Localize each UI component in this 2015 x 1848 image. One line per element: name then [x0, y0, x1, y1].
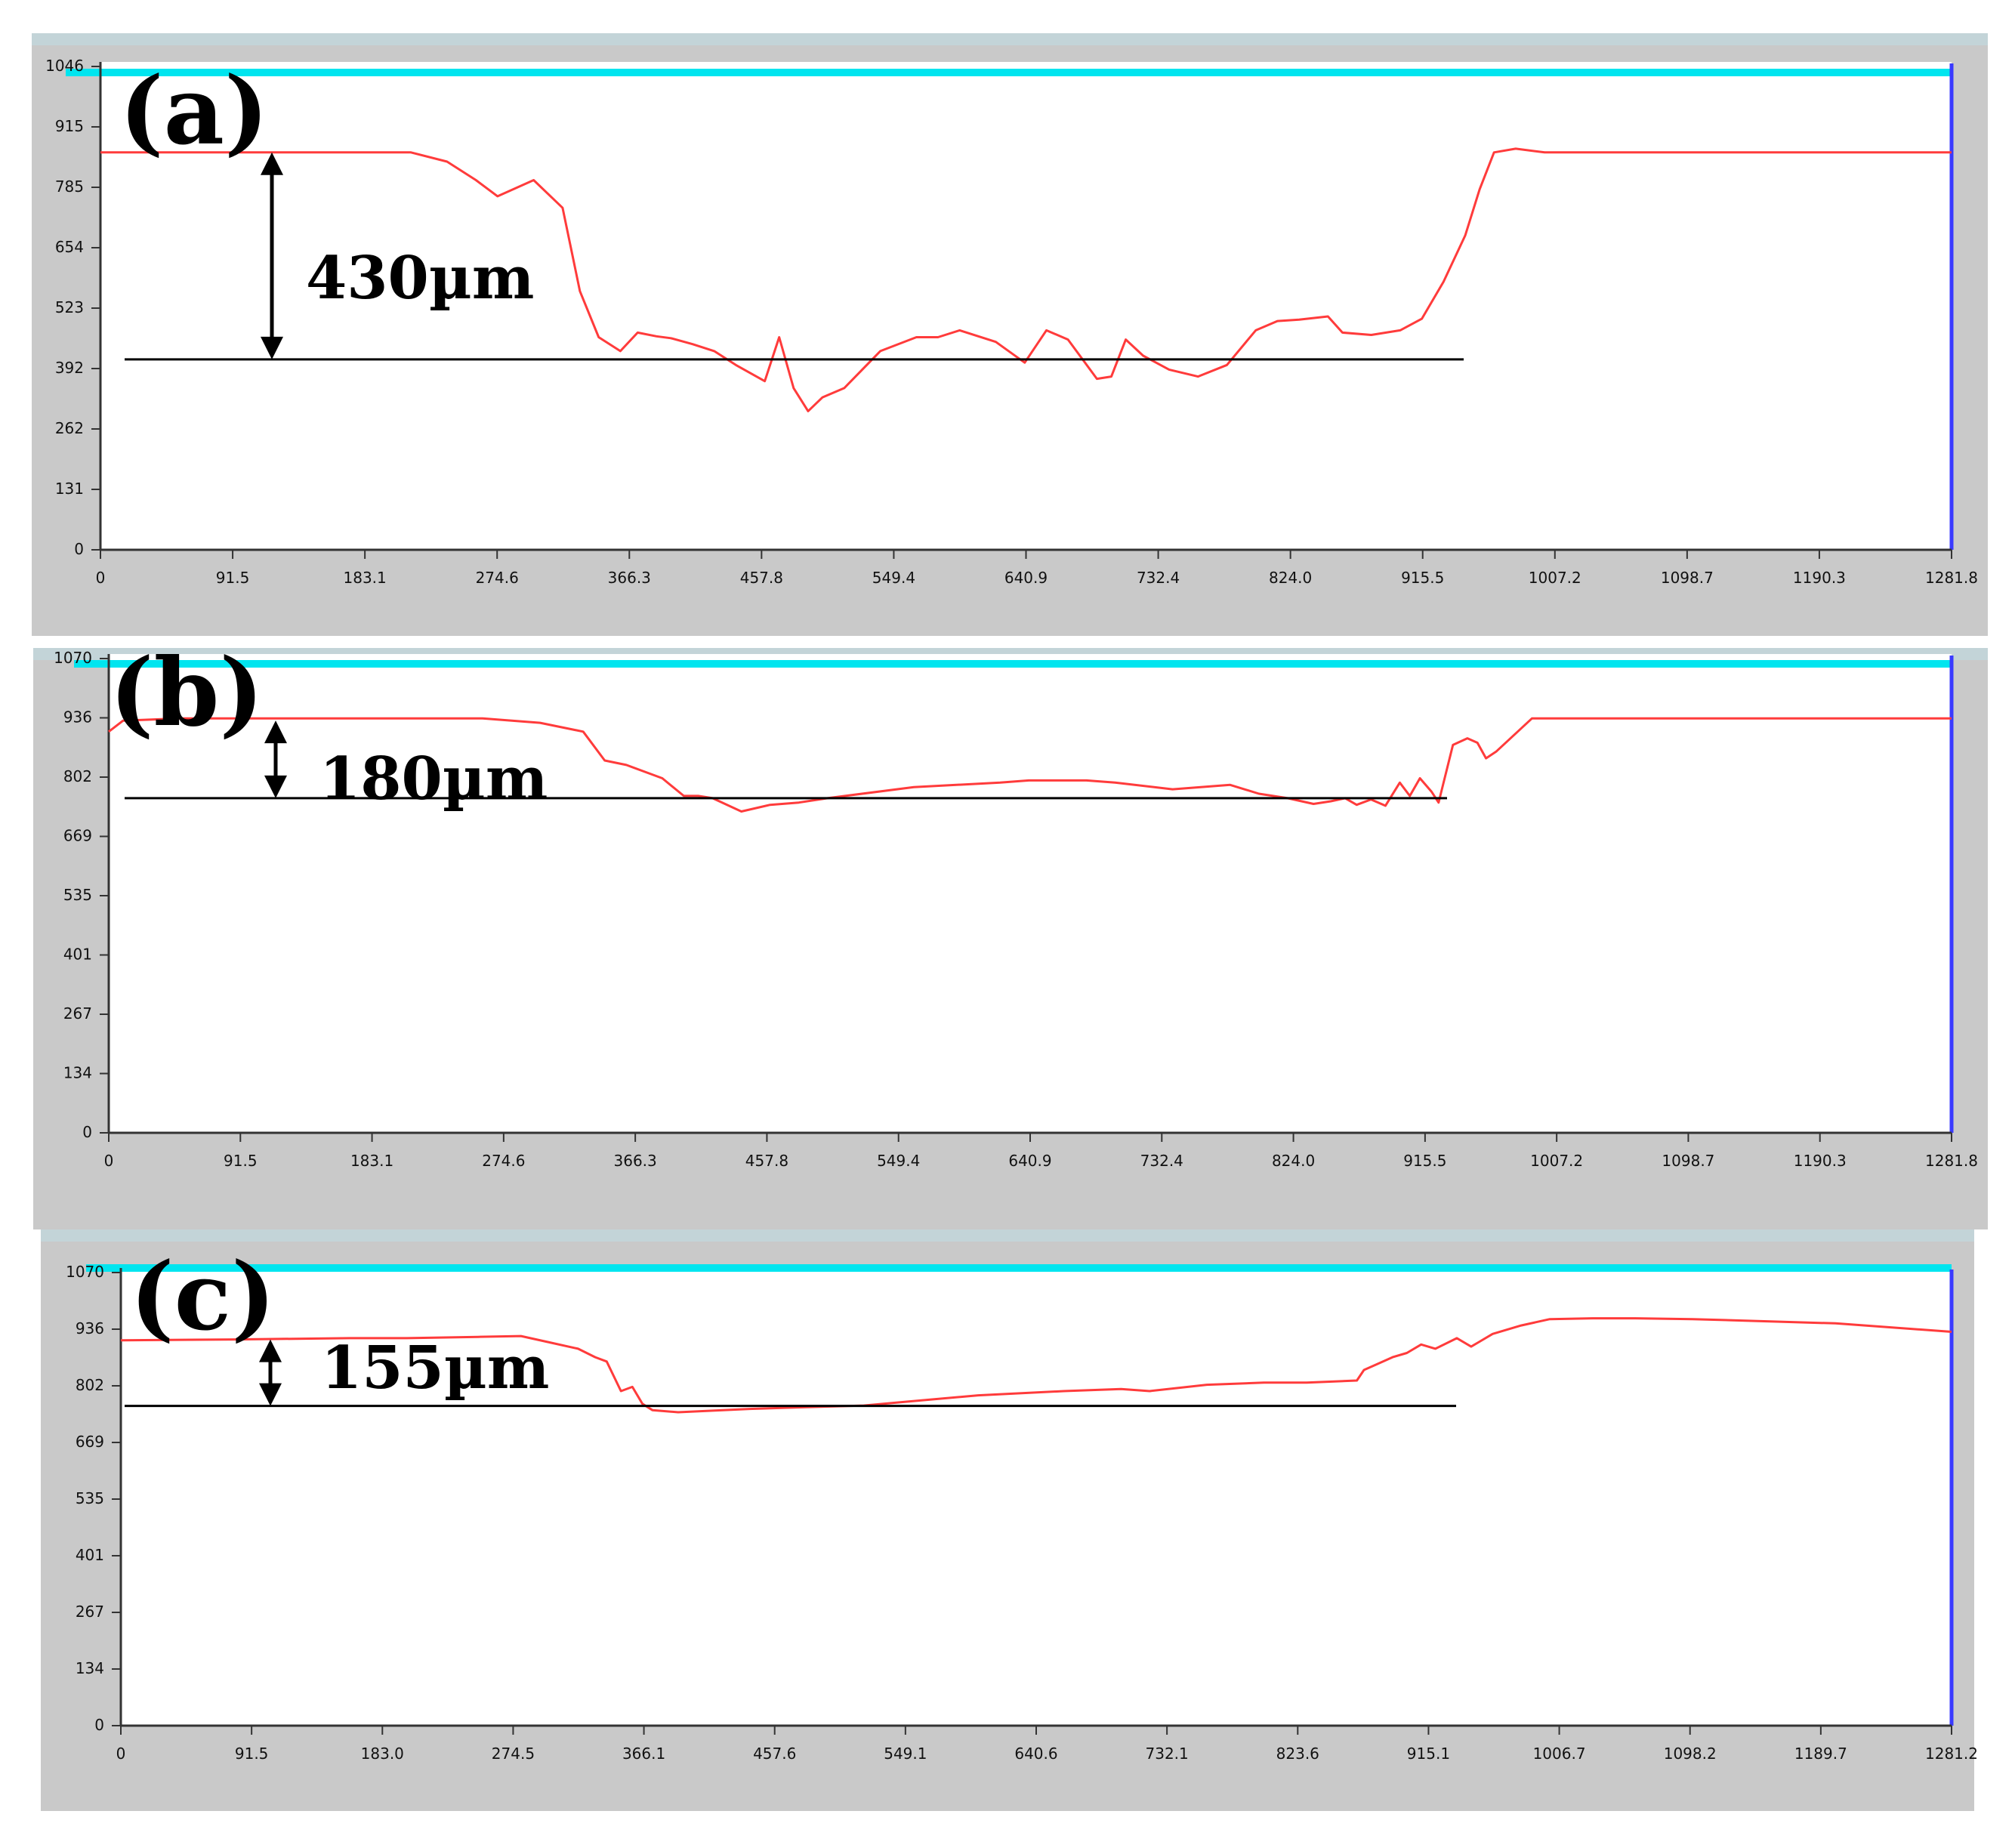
panel-a-x-tick-label: 549.4 — [872, 569, 915, 587]
panel-b-y-tick-label: 936 — [63, 708, 92, 727]
panel-c-label: (c) — [130, 1242, 276, 1352]
panel-a-x-tick-label: 91.5 — [216, 569, 250, 587]
panel-b-y-tick-label: 802 — [63, 767, 92, 785]
panel-a-x-tick-label: 824.0 — [1269, 569, 1312, 587]
panel-c-x-tick-label: 732.1 — [1146, 1745, 1189, 1763]
panel-a-x-tick-label: 457.8 — [740, 569, 783, 587]
panel-c-x-tick-label: 457.6 — [753, 1745, 796, 1763]
panel-a-y-tick-label: 392 — [55, 359, 84, 377]
panel-c-x-tick-label: 274.5 — [492, 1745, 535, 1763]
panel-b-x-tick-label: 732.4 — [1140, 1152, 1183, 1170]
panel-b-depth-arrow-head-top — [264, 720, 287, 744]
panel-b-header-stripe — [74, 660, 1952, 668]
panel-c-depth-arrow-head-top — [259, 1339, 282, 1362]
panel-a-y-tick-label: 654 — [55, 238, 84, 256]
panel-b-y-tick-label: 535 — [63, 886, 92, 904]
panel-c-y-tick-label: 802 — [76, 1376, 104, 1394]
panel-a-x-tick-label: 640.9 — [1004, 569, 1048, 587]
panel-a-y-tick-label: 523 — [55, 298, 84, 316]
panel-b-y-tick-label: 0 — [82, 1123, 92, 1141]
panel-a-x-tick-label: 183.1 — [344, 569, 387, 587]
panel-c-x-tick-label: 1281.2 — [1925, 1745, 1978, 1763]
panel-b-x-tick-label: 1098.7 — [1662, 1152, 1714, 1170]
panel-c-x-tick-label: 91.5 — [235, 1745, 269, 1763]
panel-c-x-tick-label: 1189.7 — [1794, 1745, 1847, 1763]
panel-a-x-tick-label: 1098.7 — [1661, 569, 1714, 587]
panel-a-depth-arrow-head-bottom — [261, 336, 283, 359]
panel-b-y-tick-label: 267 — [63, 1004, 92, 1023]
panel-a-x-tick-label: 915.5 — [1401, 569, 1444, 587]
panel-a-y-tick-label: 262 — [55, 419, 84, 437]
panel-a-depth-arrow-head-top — [261, 152, 283, 175]
panel-b-depth-arrow-head-bottom — [264, 775, 287, 798]
panel-c-series-line — [120, 1317, 1952, 1414]
panel-c-x-tick-label: 1098.2 — [1664, 1745, 1717, 1763]
panel-a-series-line — [100, 147, 1952, 412]
panel-b-measurement-label: 180µm — [319, 745, 548, 813]
panel-c-header-stripe — [86, 1264, 1952, 1272]
panel-b-x-tick-label: 457.8 — [745, 1152, 788, 1170]
panel-b-x-tick-label: 915.5 — [1403, 1152, 1446, 1170]
panel-a-y-tick-label: 0 — [74, 540, 84, 558]
panel-a-x-tick-label: 1281.8 — [1925, 569, 1978, 587]
panel-b-x-tick-label: 366.3 — [614, 1152, 657, 1170]
panel-b-x-tick-label: 1281.8 — [1925, 1152, 1978, 1170]
panel-c-y-tick-label: 401 — [76, 1546, 104, 1564]
panel-c-y-tick-label: 134 — [76, 1659, 104, 1677]
panel-c-x-tick-label: 823.6 — [1276, 1745, 1319, 1763]
panel-a-x-tick-label: 366.3 — [608, 569, 651, 587]
panel-c-measurement-label: 155µm — [321, 1334, 549, 1402]
panel-a-measurement-label: 430µm — [306, 244, 534, 313]
panel-b-x-tick-label: 1007.2 — [1530, 1152, 1583, 1170]
panel-c-x-tick-label: 915.1 — [1407, 1745, 1450, 1763]
panel-c-plot-area — [121, 1268, 1952, 1726]
panel-b-x-tick-label: 640.9 — [1008, 1152, 1051, 1170]
panel-a-x-tick-label: 732.4 — [1137, 569, 1180, 587]
panel-c-x-tick-label: 549.1 — [884, 1745, 927, 1763]
panel-a-x-tick-label: 274.6 — [476, 569, 519, 587]
panel-b-x-tick-label: 0 — [104, 1152, 114, 1170]
panel-c-y-tick-label: 535 — [76, 1489, 104, 1507]
panel-c-depth-arrow-head-bottom — [259, 1383, 282, 1406]
panel-a-y-tick-label: 785 — [55, 177, 84, 196]
panel-b-label: (b) — [110, 638, 264, 748]
panel-c-y-tick-label: 0 — [94, 1716, 104, 1734]
panel-c-y-tick-label: 1070 — [66, 1263, 104, 1281]
panel-b-y-tick-label: 134 — [63, 1064, 92, 1082]
panel-c-x-tick-label: 183.0 — [361, 1745, 404, 1763]
panel-c-x-tick-label: 640.6 — [1014, 1745, 1057, 1763]
panel-a-x-tick-label: 0 — [96, 569, 106, 587]
panel-a-x-tick-label: 1007.2 — [1529, 569, 1581, 587]
panel-a-plot-area — [100, 62, 1952, 550]
panel-c-x-tick-label: 1006.7 — [1533, 1745, 1586, 1763]
panel-a-y-tick-label: 1046 — [45, 57, 84, 75]
panel-c-y-tick-label: 936 — [76, 1319, 104, 1337]
panel-b-y-tick-label: 1070 — [54, 649, 92, 667]
panel-b-x-tick-label: 549.4 — [877, 1152, 920, 1170]
panel-a-x-tick-label: 1190.3 — [1793, 569, 1846, 587]
panel-b-x-tick-label: 183.1 — [350, 1152, 393, 1170]
panel-b-y-tick-label: 401 — [63, 946, 92, 964]
panel-b-x-tick-label: 1190.3 — [1794, 1152, 1847, 1170]
panel-b-x-tick-label: 274.6 — [482, 1152, 525, 1170]
panel-a-header-stripe — [66, 69, 1952, 76]
panel-a-label: (a) — [119, 57, 269, 166]
panel-a-y-tick-label: 915 — [55, 117, 84, 135]
panel-b-x-tick-label: 91.5 — [224, 1152, 258, 1170]
panel-c-y-tick-label: 267 — [76, 1603, 104, 1621]
panel-c-x-tick-label: 0 — [116, 1745, 126, 1763]
panel-a-y-tick-label: 131 — [55, 480, 84, 498]
panel-c-x-tick-label: 366.1 — [622, 1745, 665, 1763]
panel-b-x-tick-label: 824.0 — [1272, 1152, 1315, 1170]
panel-b-y-tick-label: 669 — [63, 827, 92, 845]
panel-b-plot-area — [109, 654, 1952, 1133]
panel-c-y-tick-label: 669 — [76, 1433, 104, 1451]
